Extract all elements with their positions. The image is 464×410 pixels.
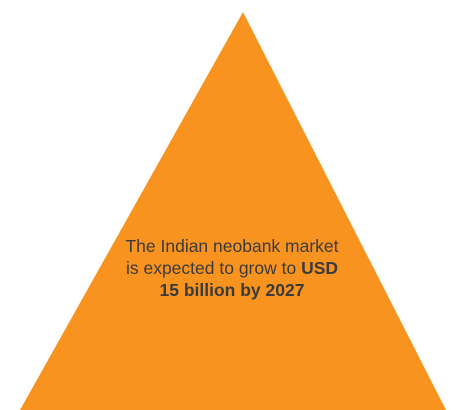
neobank-market-statement: The Indian neobank market is expected to… (122, 235, 342, 301)
statement-lead-text: The Indian neobank market is expected to… (125, 236, 339, 278)
statement-highlight-text: USD 15 billion by 2027 (159, 258, 339, 300)
